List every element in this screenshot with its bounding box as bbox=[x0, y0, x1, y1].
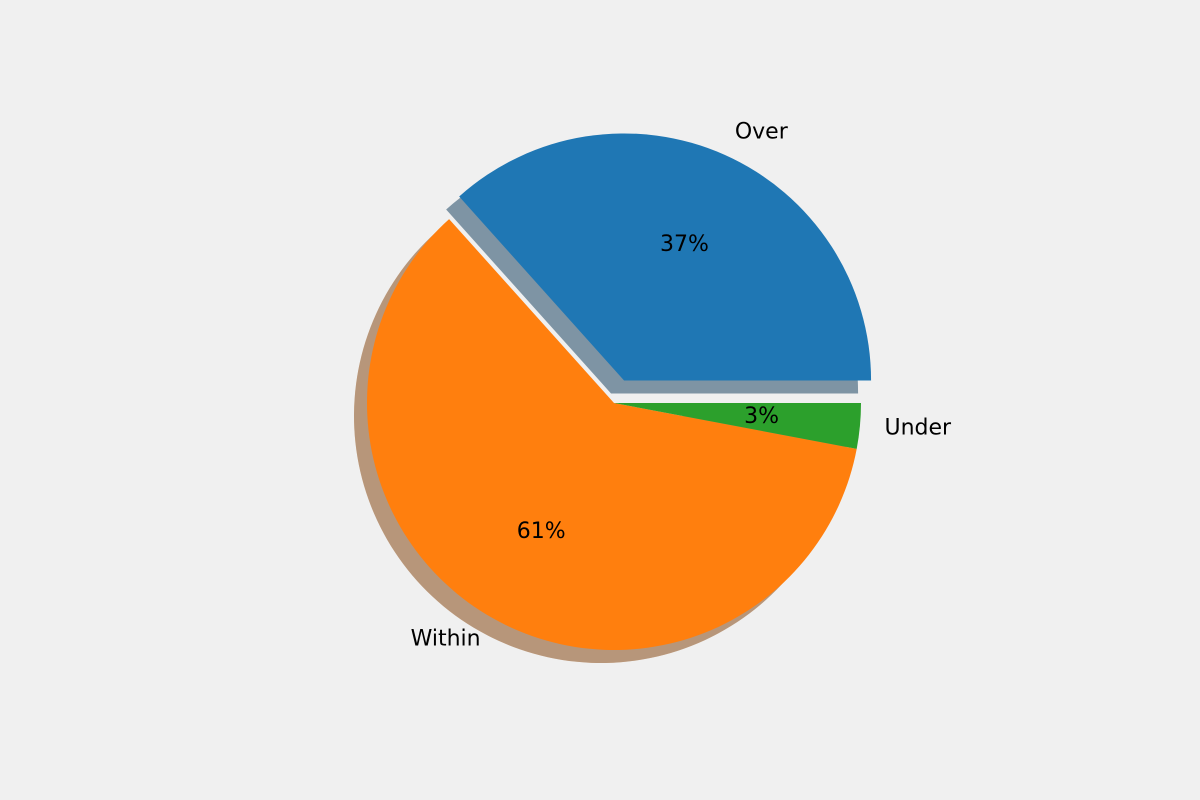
pct-label: 37% bbox=[660, 232, 709, 257]
pct-label: 61% bbox=[517, 519, 566, 544]
wedge-label: Over bbox=[735, 119, 789, 144]
wedge-label: Within bbox=[411, 627, 481, 652]
wedge bbox=[459, 133, 872, 381]
wedge bbox=[614, 403, 861, 449]
pct-label: 3% bbox=[744, 404, 779, 429]
wedge-label: Under bbox=[885, 415, 953, 440]
wedge bbox=[366, 219, 857, 651]
